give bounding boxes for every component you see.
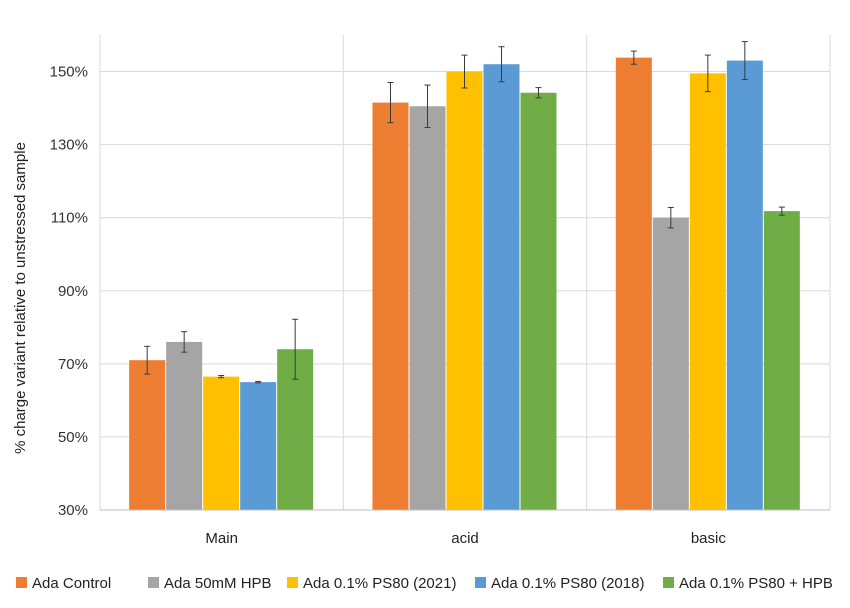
- legend-label: Ada 50mM HPB: [164, 575, 272, 592]
- axes: 30% 50% 70% 90% 110% 130% 150% Main acid basic: [50, 64, 830, 547]
- bar: [483, 64, 520, 510]
- x-tick-label: Main: [205, 530, 238, 547]
- x-tick-label: basic: [691, 530, 727, 547]
- bar: [615, 57, 652, 511]
- y-tick-label: 130%: [50, 137, 88, 154]
- legend-swatch: [148, 577, 159, 588]
- legend-label: Ada Control: [32, 575, 111, 592]
- bar: [520, 92, 557, 510]
- bar: [726, 60, 763, 510]
- bar: [203, 376, 240, 510]
- legend-swatch: [663, 577, 674, 588]
- bar: [372, 102, 409, 510]
- bar: [689, 73, 726, 510]
- legend-swatch: [16, 577, 27, 588]
- y-tick-label: 90%: [58, 283, 88, 300]
- y-axis-title: % charge variant relative to unstressed …: [12, 142, 29, 454]
- bar: [446, 71, 483, 511]
- legend-swatch: [287, 577, 298, 588]
- legend-label: Ada 0.1% PS80 + HPB: [679, 575, 833, 592]
- y-tick-label: 50%: [58, 429, 88, 446]
- bar: [240, 382, 277, 510]
- bar: [409, 106, 446, 510]
- y-tick-label: 110%: [51, 210, 88, 227]
- y-tick-label: 30%: [58, 502, 88, 519]
- bars: [129, 41, 800, 511]
- y-tick-label: 70%: [58, 356, 88, 373]
- legend-swatch: [475, 577, 486, 588]
- bar: [129, 360, 166, 510]
- legend: Ada Control Ada 50mM HPB Ada 0.1% PS80 (20…: [16, 575, 833, 592]
- bar: [763, 211, 800, 510]
- bar: [166, 341, 203, 510]
- y-tick-label: 150%: [50, 64, 88, 81]
- x-tick-label: acid: [451, 530, 479, 547]
- legend-label: Ada 0.1% PS80 (2018): [491, 575, 644, 592]
- bar: [652, 217, 689, 510]
- legend-label: Ada 0.1% PS80 (2021): [303, 575, 456, 592]
